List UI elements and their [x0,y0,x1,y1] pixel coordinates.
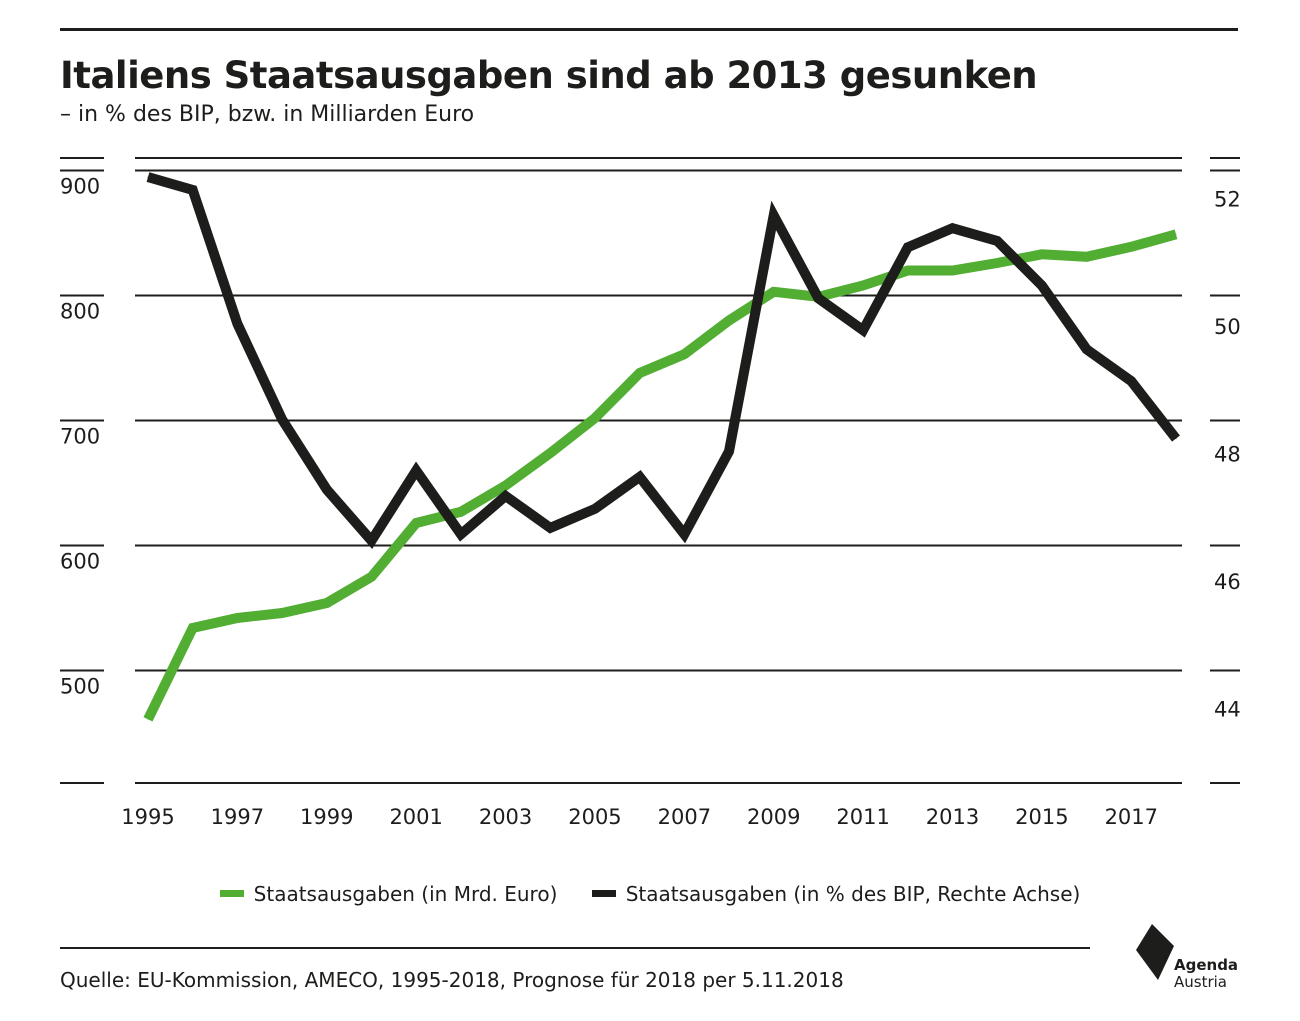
data-point-euro [907,270,909,271]
y-left-tick-label: 500 [60,675,100,699]
source-note: Quelle: EU-Kommission, AMECO, 1995-2018,… [60,968,844,992]
data-point-bip [1175,438,1177,440]
data-point-euro [460,511,462,513]
data-point-bip [236,323,238,325]
legend-label-euro: Staatsausgaben (in Mrd. Euro) [253,882,558,906]
x-tick-label: 2015 [1015,805,1068,829]
x-tick-label: 1997 [211,805,264,829]
data-point-euro [996,262,998,264]
data-point-euro [773,291,775,293]
y-left-tick-label: 700 [60,425,100,449]
data-point-bip [996,240,998,242]
data-point-bip [147,176,149,178]
data-point-euro [549,452,551,454]
legend-label-bip: Staatsausgaben (in % des BIP, Rechte Ach… [625,882,1081,906]
data-point-euro [1175,233,1177,235]
data-point-bip [281,418,283,420]
data-point-euro [236,617,238,619]
line-chart: 500 600 700 800 900 44 46 48 50 52 1995 1997 1999 200… [60,157,1241,829]
data-point-euro [415,522,417,524]
logo-text-austria: Austria [1174,973,1227,991]
series-line-euro [143,229,1178,722]
data-point-euro [594,417,596,419]
data-point-bip [639,476,641,478]
chart-subtitle: – in % des BIP, bzw. in Milliarden Euro [60,102,475,127]
data-point-euro [147,718,149,720]
series-line-bip [146,172,1180,550]
data-point-bip [460,533,462,535]
data-point-bip [549,527,551,529]
data-point-bip [862,329,864,331]
y-right-tick-label: 48 [1214,443,1241,467]
legend-swatch-euro [219,890,244,897]
data-point-bip [192,189,194,191]
data-point-euro [192,627,194,629]
x-tick-label: 2017 [1105,805,1158,829]
y-left-tick-label: 800 [60,300,100,324]
top-rule [60,28,1238,31]
data-point-euro [862,285,864,286]
data-point-bip [326,489,328,491]
data-point-bip [773,214,775,216]
x-tick-label: 1999 [300,805,353,829]
data-point-euro [728,320,730,321]
data-point-euro [952,270,954,271]
logo-mark-icon [1136,924,1174,980]
legend-swatch-bip [591,890,616,897]
data-point-bip [505,495,507,497]
data-point-bip [683,533,685,535]
y-right-tick-label: 46 [1214,570,1241,594]
data-point-euro [639,372,641,374]
y-left-tick-label: 900 [60,175,100,199]
legend-item-euro: Staatsausgaben (in Mrd. Euro) [219,882,558,906]
legend-item-bip: Staatsausgaben (in % des BIP, Rechte Ach… [591,882,1081,906]
data-point-euro [683,353,685,355]
y-right-tick-label: 44 [1214,698,1241,722]
x-tick-label: 2001 [389,805,442,829]
data-point-bip [370,540,372,542]
chart-title: Italiens Staatsausgaben sind ab 2013 ges… [60,54,1038,97]
agenda-austria-logo: Agenda Austria [1132,920,1242,992]
bottom-rule [60,947,1090,949]
x-tick-label: 2013 [926,805,979,829]
x-tick-label: 2003 [479,805,532,829]
x-tick-label: 2009 [747,805,800,829]
data-point-euro [326,602,328,604]
logo-text-agenda: Agenda [1174,956,1239,974]
data-point-euro [505,485,507,486]
data-point-bip [952,227,954,229]
x-tick-label: 2005 [568,805,621,829]
data-point-bip [594,508,596,510]
y-left-tick-label: 600 [60,550,100,574]
data-point-bip [817,297,819,299]
legend: Staatsausgaben (in Mrd. Euro) Staatsausg… [0,882,1300,906]
data-point-euro [370,576,372,578]
data-point-euro [281,612,283,614]
x-tick-label: 2011 [836,805,889,829]
data-point-euro [1086,256,1088,258]
data-point-bip [1130,380,1132,382]
x-tick-label: 2007 [658,805,711,829]
data-point-bip [728,450,730,452]
data-point-euro [1130,246,1132,248]
data-point-bip [415,470,417,471]
data-point-euro [1041,253,1043,255]
y-right-tick-label: 52 [1214,188,1241,212]
x-tick-label: 1995 [121,805,174,829]
y-right-tick-label: 50 [1214,315,1241,339]
data-point-bip [1086,348,1088,350]
data-point-bip [1041,285,1043,287]
data-point-bip [907,246,909,248]
